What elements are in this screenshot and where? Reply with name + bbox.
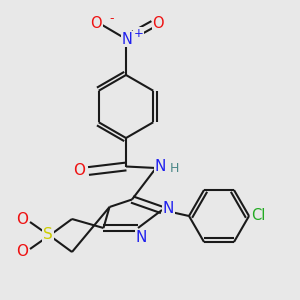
Text: S: S bbox=[43, 227, 53, 242]
Text: O: O bbox=[16, 244, 28, 260]
Text: H: H bbox=[169, 161, 179, 175]
Text: O: O bbox=[90, 16, 102, 31]
Text: N: N bbox=[135, 230, 147, 244]
Text: +: + bbox=[134, 27, 143, 40]
Text: O: O bbox=[16, 212, 28, 226]
Text: N: N bbox=[163, 201, 174, 216]
Text: O: O bbox=[74, 163, 86, 178]
Text: O: O bbox=[153, 16, 164, 31]
Text: N: N bbox=[122, 32, 133, 46]
Text: Cl: Cl bbox=[251, 208, 266, 224]
Text: N: N bbox=[155, 159, 166, 174]
Text: -: - bbox=[110, 12, 114, 25]
